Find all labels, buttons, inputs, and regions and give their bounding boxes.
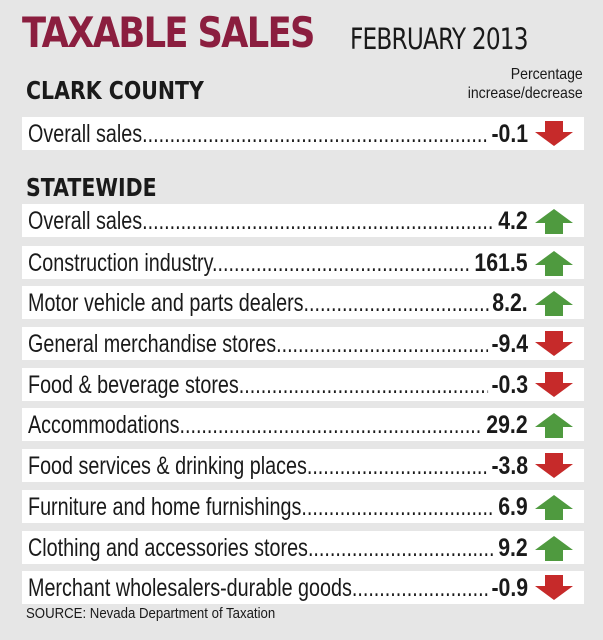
table-row: Food services & drinking places.........… <box>22 449 584 482</box>
arrow-down-icon <box>535 331 573 356</box>
dot-leader: ........................................… <box>306 452 510 480</box>
column-header-line-1: Percentage <box>510 66 583 83</box>
row-label-text: Food services & drinking places <box>28 452 307 480</box>
arrow-down-shape <box>535 453 573 478</box>
column-header-line-2: increase/decrease <box>467 85 583 102</box>
dot-leader: ........................................… <box>276 330 510 358</box>
row-label: Food services & drinking places.........… <box>28 452 510 480</box>
row-value: 6.9 <box>495 493 528 521</box>
dot-leader: ........................................… <box>307 534 510 562</box>
table-row: Motor vehicle and parts dealers.........… <box>22 286 584 319</box>
arrow-down-shape <box>535 331 573 356</box>
row-label-text: General merchandise stores <box>28 330 277 358</box>
table-row: Construction industry...................… <box>22 246 584 279</box>
row-label: Motor vehicle and parts dealers.........… <box>28 289 510 317</box>
row-label: Clothing and accessories stores.........… <box>28 534 510 562</box>
row-label-text: Motor vehicle and parts dealers <box>28 289 304 317</box>
table-row: Clothing and accessories stores.........… <box>22 531 584 564</box>
arrow-down-icon <box>535 453 573 478</box>
table-row: Merchant wholesalers-durable goods......… <box>22 571 584 604</box>
arrow-up-icon <box>535 209 573 234</box>
dot-leader: ........................................… <box>212 249 510 277</box>
section-header-statewide: STATEWIDE <box>26 173 157 202</box>
dot-leader: ........................................… <box>238 371 510 399</box>
dot-leader: ........................................… <box>351 574 510 602</box>
row-value: -0.9 <box>487 574 528 602</box>
row-value: -3.8 <box>487 452 528 480</box>
chart-subtitle: FEBRUARY 2013 <box>350 22 529 56</box>
arrow-down-icon <box>535 372 573 397</box>
arrow-up-shape <box>535 413 573 438</box>
row-label-text: Clothing and accessories stores <box>28 534 308 562</box>
arrow-up-icon <box>535 536 573 561</box>
row-label: Overall sales...........................… <box>28 207 510 235</box>
arrow-down-shape <box>535 575 573 600</box>
arrow-up-icon <box>535 291 573 316</box>
dot-leader: ........................................… <box>142 120 510 148</box>
row-label: Construction industry...................… <box>28 249 510 277</box>
title-row: TAXABLE SALES FEBRUARY 2013 <box>22 8 529 57</box>
table-row: Food & beverage stores..................… <box>22 368 584 401</box>
table-row: Furniture and home furnishings..........… <box>22 490 584 523</box>
column-header: Percentage increase/decrease <box>468 65 583 103</box>
dot-leader: ........................................… <box>303 289 510 317</box>
row-label: Accommodations..........................… <box>28 411 510 439</box>
row-label: Food & beverage stores..................… <box>28 371 510 399</box>
row-label-text: Furniture and home furnishings <box>28 493 302 521</box>
row-value: -0.1 <box>487 120 528 148</box>
table-row: Overall sales...........................… <box>22 117 584 150</box>
row-label-text: Food & beverage stores <box>28 371 239 399</box>
dot-leader: ........................................… <box>179 411 509 439</box>
row-label-text: Accommodations <box>28 411 180 439</box>
row-label: Merchant wholesalers-durable goods......… <box>28 574 510 602</box>
row-value: 4.2 <box>495 207 528 235</box>
row-label-text: Overall sales <box>28 207 143 235</box>
arrow-down-shape <box>535 121 573 146</box>
arrow-up-shape <box>535 536 573 561</box>
arrow-up-icon <box>535 251 573 276</box>
row-value: 29.2 <box>483 411 528 439</box>
dot-leader: ........................................… <box>142 207 510 235</box>
arrow-down-shape <box>535 372 573 397</box>
row-label-text: Overall sales <box>28 120 143 148</box>
chart-title: TAXABLE SALES <box>22 8 315 57</box>
section-header-clark-county: CLARK COUNTY <box>26 76 204 105</box>
arrow-up-shape <box>535 291 573 316</box>
row-value: 9.2 <box>495 534 528 562</box>
row-value: -9.4 <box>487 330 528 358</box>
arrow-up-icon <box>535 495 573 520</box>
row-value: 161.5 <box>471 249 528 277</box>
table-row: Accommodations..........................… <box>22 408 584 441</box>
row-value: -0.3 <box>487 371 528 399</box>
table-row: Overall sales...........................… <box>22 204 584 237</box>
dot-leader: ........................................… <box>301 493 510 521</box>
row-label: General merchandise stores..............… <box>28 330 510 358</box>
arrow-up-shape <box>535 495 573 520</box>
arrow-up-shape <box>535 251 573 276</box>
arrow-up-icon <box>535 413 573 438</box>
arrow-down-icon <box>535 121 573 146</box>
row-value: 8.2. <box>489 289 528 317</box>
arrow-down-icon <box>535 575 573 600</box>
row-label-text: Construction industry <box>28 249 213 277</box>
row-label: Overall sales...........................… <box>28 120 510 148</box>
source-note: SOURCE: Nevada Department of Taxation <box>26 605 276 622</box>
row-label-text: Merchant wholesalers-durable goods <box>28 574 352 602</box>
table-row: General merchandise stores..............… <box>22 327 584 360</box>
arrow-up-shape <box>535 209 573 234</box>
row-label: Furniture and home furnishings..........… <box>28 493 510 521</box>
